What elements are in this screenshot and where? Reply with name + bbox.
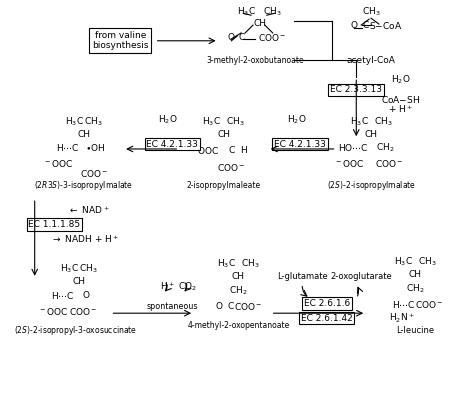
Text: L-glutamate: L-glutamate bbox=[277, 272, 328, 281]
Text: from valine
biosynthesis: from valine biosynthesis bbox=[92, 31, 148, 50]
Text: 2-oxoglutarate: 2-oxoglutarate bbox=[330, 272, 392, 281]
Text: O: O bbox=[351, 21, 358, 30]
Text: H$\cdots$C: H$\cdots$C bbox=[392, 299, 415, 310]
Text: $^-$OOC: $^-$OOC bbox=[189, 145, 219, 156]
Text: H: H bbox=[240, 147, 246, 155]
Text: C: C bbox=[227, 302, 234, 311]
Text: $\bullet$OH: $\bullet$OH bbox=[85, 142, 106, 153]
Text: $\rightarrow$ NADH $+$ H$^+$: $\rightarrow$ NADH $+$ H$^+$ bbox=[51, 234, 120, 245]
Text: H$_3$C: H$_3$C bbox=[217, 258, 236, 270]
Text: CH: CH bbox=[73, 277, 85, 286]
Text: H$_2$N$^+$: H$_2$N$^+$ bbox=[389, 311, 414, 325]
Text: H$\cdots$C: H$\cdots$C bbox=[56, 142, 80, 153]
Text: CoA$-$SH: CoA$-$SH bbox=[381, 94, 420, 105]
Text: CH$_3$: CH$_3$ bbox=[374, 115, 392, 128]
Text: CH$_3$: CH$_3$ bbox=[362, 5, 380, 18]
Text: H$_3$C: H$_3$C bbox=[394, 256, 413, 268]
Text: 2-isopropylmaleate: 2-isopropylmaleate bbox=[186, 181, 261, 190]
Text: CH$_3$: CH$_3$ bbox=[241, 258, 259, 270]
Text: CH: CH bbox=[365, 130, 377, 139]
Text: C: C bbox=[228, 147, 235, 155]
Text: $^-$OOC: $^-$OOC bbox=[334, 158, 365, 169]
Text: O: O bbox=[82, 291, 89, 300]
Text: L-leucine: L-leucine bbox=[396, 326, 434, 335]
Text: COO$^-$: COO$^-$ bbox=[217, 162, 246, 173]
Text: CH: CH bbox=[77, 130, 91, 139]
Text: C: C bbox=[238, 33, 244, 42]
Text: EC 2.6.1.42: EC 2.6.1.42 bbox=[301, 314, 353, 323]
Text: COO$^-$: COO$^-$ bbox=[258, 32, 287, 43]
Text: C: C bbox=[363, 21, 369, 30]
Text: EC 2.6.1.6: EC 2.6.1.6 bbox=[304, 299, 350, 308]
Text: O: O bbox=[228, 33, 235, 42]
Text: CH$_2$: CH$_2$ bbox=[375, 142, 394, 154]
Text: $\leftarrow$ NAD$^+$: $\leftarrow$ NAD$^+$ bbox=[68, 204, 110, 216]
Text: $+$ H$^+$: $+$ H$^+$ bbox=[388, 104, 413, 116]
Text: S$-$CoA: S$-$CoA bbox=[369, 20, 402, 31]
Text: COO$^-$: COO$^-$ bbox=[234, 301, 262, 312]
Text: 3-methyl-2-oxobutanoate: 3-methyl-2-oxobutanoate bbox=[206, 56, 304, 65]
Text: CH: CH bbox=[409, 270, 422, 279]
Text: CH: CH bbox=[217, 130, 230, 139]
Text: CH$_3$: CH$_3$ bbox=[264, 5, 282, 18]
Text: H$_3$C: H$_3$C bbox=[202, 115, 221, 128]
Text: (2$S$)-2-isopropylmalate: (2$S$)-2-isopropylmalate bbox=[327, 179, 416, 192]
Text: CH$_3$: CH$_3$ bbox=[418, 256, 437, 268]
Text: HO$\cdots$C: HO$\cdots$C bbox=[338, 142, 369, 153]
Text: O: O bbox=[215, 302, 222, 311]
Text: CH: CH bbox=[254, 19, 266, 28]
Text: CO$_2$: CO$_2$ bbox=[178, 280, 197, 293]
Text: COO$^-$: COO$^-$ bbox=[69, 306, 97, 317]
Text: H$_3$C: H$_3$C bbox=[237, 5, 255, 18]
Text: EC 4.2.1.33: EC 4.2.1.33 bbox=[274, 140, 326, 149]
Text: spontaneous: spontaneous bbox=[146, 302, 198, 311]
Text: (2$R$3$S$)-3-isopropylmalate: (2$R$3$S$)-3-isopropylmalate bbox=[34, 179, 134, 192]
Text: $^-$OOC: $^-$OOC bbox=[38, 306, 68, 317]
Text: 4-methyl-2-oxopentanoate: 4-methyl-2-oxopentanoate bbox=[187, 322, 290, 330]
Text: H$_2$O: H$_2$O bbox=[158, 113, 177, 126]
Text: CH$_3$: CH$_3$ bbox=[84, 115, 103, 128]
Text: $^-$OOC: $^-$OOC bbox=[43, 158, 73, 169]
Text: COO$^-$: COO$^-$ bbox=[80, 168, 108, 179]
Text: CH$_2$: CH$_2$ bbox=[229, 284, 247, 297]
Text: acetyl-CoA: acetyl-CoA bbox=[346, 56, 395, 65]
Text: EC 2.3.3.13: EC 2.3.3.13 bbox=[330, 85, 382, 94]
Text: CH: CH bbox=[232, 272, 245, 281]
Text: H$\cdots$C: H$\cdots$C bbox=[52, 290, 75, 301]
Text: H$_3$C: H$_3$C bbox=[60, 263, 79, 275]
Text: COO$^-$: COO$^-$ bbox=[415, 299, 443, 310]
Text: EC 4.2.1.33: EC 4.2.1.33 bbox=[146, 140, 198, 149]
Text: H$_2$O: H$_2$O bbox=[287, 113, 307, 126]
Text: (2$S$)-2-isopropyl-3-oxosuccinate: (2$S$)-2-isopropyl-3-oxosuccinate bbox=[14, 324, 137, 337]
Text: COO$^-$: COO$^-$ bbox=[374, 158, 403, 169]
Text: CH$_3$: CH$_3$ bbox=[226, 115, 245, 128]
Text: H$_3$C: H$_3$C bbox=[350, 115, 369, 128]
Text: H$^+$: H$^+$ bbox=[160, 281, 175, 293]
Text: H$_2$O: H$_2$O bbox=[391, 74, 410, 86]
Text: H$_3$C: H$_3$C bbox=[64, 115, 83, 128]
Text: EC 1.1.1.85: EC 1.1.1.85 bbox=[28, 220, 81, 229]
Text: CH$_2$: CH$_2$ bbox=[406, 282, 425, 295]
Text: CH$_3$: CH$_3$ bbox=[80, 263, 98, 275]
